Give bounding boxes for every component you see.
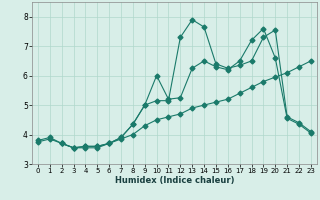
X-axis label: Humidex (Indice chaleur): Humidex (Indice chaleur) bbox=[115, 176, 234, 185]
